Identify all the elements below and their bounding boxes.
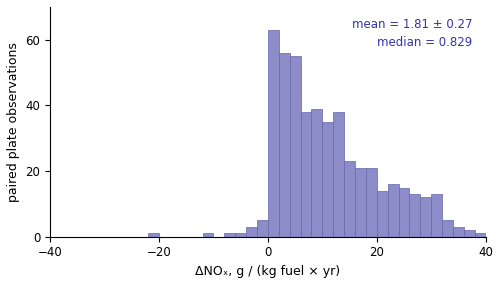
Bar [322, 122, 333, 237]
Bar [453, 227, 464, 237]
Bar [410, 194, 420, 237]
Bar [355, 168, 366, 237]
Y-axis label: paired plate observations: paired plate observations [7, 42, 20, 202]
Bar [464, 230, 474, 237]
Bar [376, 191, 388, 237]
Bar [290, 56, 300, 237]
Bar [398, 188, 409, 237]
Bar [442, 220, 453, 237]
Bar [420, 198, 431, 237]
Text: mean = 1.81 ± 0.27
median = 0.829: mean = 1.81 ± 0.27 median = 0.829 [352, 19, 472, 49]
Bar [388, 184, 398, 237]
Bar [431, 194, 442, 237]
Bar [202, 233, 213, 237]
Bar [300, 112, 312, 237]
Bar [235, 233, 246, 237]
Bar [246, 227, 257, 237]
Bar [148, 233, 159, 237]
Bar [344, 161, 355, 237]
Bar [224, 233, 235, 237]
Bar [312, 109, 322, 237]
Bar [278, 53, 289, 237]
Bar [257, 220, 268, 237]
Bar [333, 112, 344, 237]
Bar [366, 168, 376, 237]
X-axis label: ΔNOₓ, g / (kg fuel × yr): ΔNOₓ, g / (kg fuel × yr) [196, 265, 340, 278]
Bar [268, 30, 278, 237]
Bar [474, 233, 486, 237]
